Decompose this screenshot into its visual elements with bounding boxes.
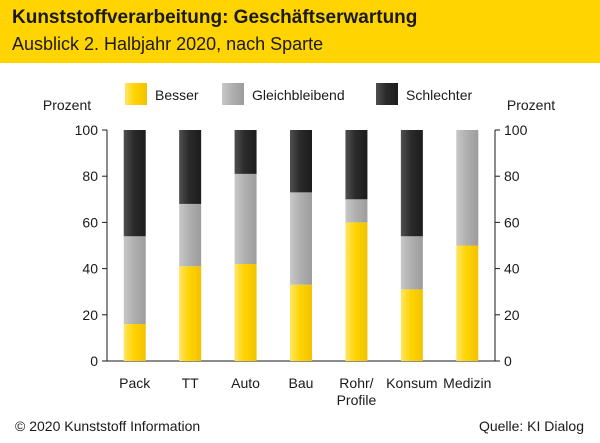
bar-segment-gleichbleibend <box>234 173 257 264</box>
y-axis-title-left: Prozent <box>43 97 91 113</box>
bar-segment-gleichbleibend <box>123 236 146 325</box>
y-tick-label-right: 80 <box>504 168 520 184</box>
y-tick-label-left: 100 <box>75 122 99 138</box>
header-band: Kunststoffverarbeitung: Geschäftserwartu… <box>0 0 600 63</box>
x-tick-label: Medizin <box>443 375 491 391</box>
y-tick-label-right: 0 <box>504 353 512 369</box>
legend-label-gleichbleibend: Gleichbleibend <box>252 87 345 103</box>
x-tick-label: TT <box>182 375 200 391</box>
chart-title: Kunststoffverarbeitung: Geschäftserwartu… <box>12 7 418 28</box>
bar-segment-gleichbleibend <box>179 203 202 267</box>
bar-segment-besser <box>179 266 202 361</box>
bar-segment-schlechter <box>290 130 312 193</box>
y-axis-title-right: Prozent <box>507 97 555 113</box>
x-tick-label: Konsum <box>386 375 437 391</box>
copyright-note: © 2020 Kunststoff Information <box>15 418 201 434</box>
legend-swatch-schlechter <box>376 83 398 105</box>
y-tick-label-left: 20 <box>82 307 98 323</box>
bar-segment-besser <box>400 289 423 361</box>
bar-segment-schlechter <box>179 130 202 204</box>
legend-swatch-gleichbleibend <box>222 83 244 105</box>
chart-subtitle: Ausblick 2. Halbjahr 2020, nach Sparte <box>12 34 324 54</box>
legend-label-schlechter: Schlechter <box>406 87 472 103</box>
x-tick-label: Bau <box>289 375 314 391</box>
y-tick-label-left: 40 <box>82 261 98 277</box>
bar-segment-besser <box>234 263 257 361</box>
y-tick-label-right: 100 <box>504 122 528 138</box>
x-tick-label: Pack <box>119 375 151 391</box>
y-tick-label-left: 0 <box>90 353 98 369</box>
bar-segment-gleichbleibend <box>290 192 312 285</box>
bar-segment-besser <box>345 222 368 361</box>
bar-segment-schlechter <box>123 130 146 237</box>
bar-segment-besser <box>456 245 479 361</box>
legend-swatch-besser <box>125 83 147 105</box>
x-tick-label: Auto <box>231 375 260 391</box>
legend-label-besser: Besser <box>155 87 199 103</box>
bar-segment-gleichbleibend <box>345 199 368 223</box>
y-tick-label-right: 20 <box>504 307 520 323</box>
source-note: Quelle: KI Dialog <box>478 418 584 434</box>
bar-segment-schlechter <box>400 130 423 237</box>
bar-segment-schlechter <box>345 130 368 200</box>
bar-segment-gleichbleibend <box>400 236 423 290</box>
x-tick-label: Rohr/Profile <box>337 375 377 408</box>
y-tick-label-left: 80 <box>82 168 98 184</box>
y-tick-label-right: 60 <box>504 214 520 230</box>
y-tick-label-left: 60 <box>82 214 98 230</box>
bar-segment-besser <box>290 284 312 361</box>
bar-segment-besser <box>123 324 146 361</box>
y-tick-label-right: 40 <box>504 261 520 277</box>
bar-segment-gleichbleibend <box>456 130 479 246</box>
bar-segment-schlechter <box>234 130 257 174</box>
